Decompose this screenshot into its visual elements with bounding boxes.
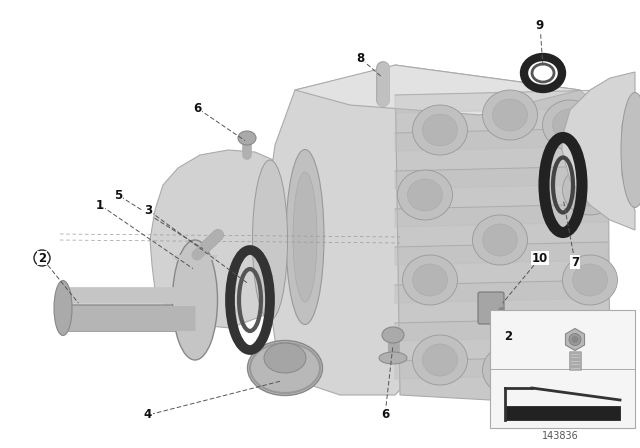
- Ellipse shape: [397, 170, 452, 220]
- Ellipse shape: [569, 333, 581, 345]
- Ellipse shape: [54, 280, 72, 336]
- Text: 7: 7: [571, 255, 579, 268]
- Ellipse shape: [413, 335, 467, 385]
- Polygon shape: [566, 328, 584, 350]
- Polygon shape: [268, 70, 405, 395]
- Text: 9: 9: [536, 18, 544, 31]
- Ellipse shape: [563, 255, 618, 305]
- Polygon shape: [395, 65, 610, 405]
- Polygon shape: [395, 356, 608, 379]
- Bar: [505, 406, 620, 420]
- Ellipse shape: [293, 172, 317, 302]
- Ellipse shape: [483, 90, 538, 140]
- Ellipse shape: [483, 345, 538, 395]
- Polygon shape: [395, 318, 608, 341]
- Ellipse shape: [573, 264, 607, 296]
- Polygon shape: [172, 255, 218, 260]
- Polygon shape: [395, 128, 608, 151]
- Ellipse shape: [552, 335, 607, 385]
- Ellipse shape: [286, 150, 324, 324]
- Ellipse shape: [572, 336, 579, 343]
- Ellipse shape: [253, 160, 287, 320]
- Polygon shape: [395, 166, 608, 189]
- Ellipse shape: [573, 174, 607, 206]
- Text: 6: 6: [193, 102, 201, 115]
- Ellipse shape: [543, 100, 598, 150]
- Ellipse shape: [563, 165, 618, 215]
- Ellipse shape: [621, 92, 640, 207]
- Ellipse shape: [248, 340, 323, 396]
- Ellipse shape: [472, 215, 527, 265]
- Text: 2: 2: [504, 330, 512, 343]
- Text: 5: 5: [114, 189, 122, 202]
- Ellipse shape: [238, 131, 256, 145]
- Bar: [490, 310, 635, 428]
- Ellipse shape: [382, 327, 404, 343]
- Polygon shape: [395, 90, 608, 113]
- Ellipse shape: [413, 264, 447, 296]
- Ellipse shape: [173, 240, 218, 360]
- Text: 8: 8: [356, 52, 364, 65]
- Ellipse shape: [408, 179, 442, 211]
- Text: 10: 10: [532, 251, 548, 264]
- Ellipse shape: [493, 354, 527, 386]
- FancyBboxPatch shape: [478, 292, 504, 324]
- Text: 1: 1: [96, 198, 104, 211]
- Polygon shape: [395, 280, 608, 303]
- Ellipse shape: [413, 105, 467, 155]
- Polygon shape: [562, 72, 635, 230]
- Polygon shape: [395, 204, 608, 227]
- Ellipse shape: [403, 255, 458, 305]
- Ellipse shape: [493, 99, 527, 131]
- Ellipse shape: [552, 109, 588, 141]
- Polygon shape: [295, 65, 580, 115]
- Text: 4: 4: [144, 409, 152, 422]
- Polygon shape: [150, 150, 308, 328]
- Polygon shape: [395, 242, 608, 265]
- Ellipse shape: [563, 344, 598, 376]
- Ellipse shape: [422, 344, 458, 376]
- Ellipse shape: [483, 224, 518, 256]
- Text: 2: 2: [38, 251, 46, 264]
- Text: 3: 3: [144, 203, 152, 216]
- Ellipse shape: [264, 343, 306, 373]
- Text: 143836: 143836: [541, 431, 579, 441]
- Ellipse shape: [379, 352, 407, 364]
- Ellipse shape: [422, 114, 458, 146]
- Text: 6: 6: [381, 409, 389, 422]
